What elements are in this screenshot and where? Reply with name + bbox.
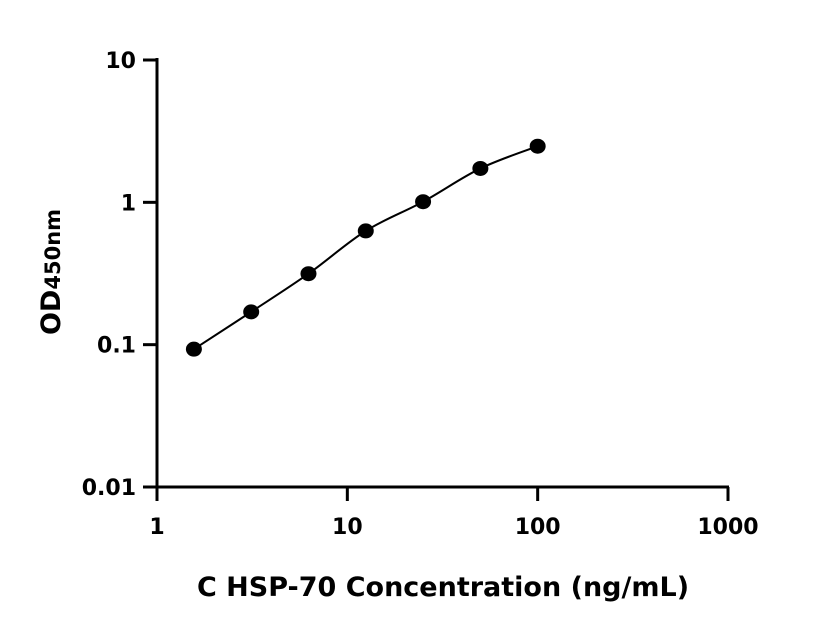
y-tick-label: 1	[121, 191, 136, 216]
data-point	[472, 160, 489, 176]
y-axis-label-main: OD	[36, 290, 67, 335]
data-point	[300, 266, 317, 282]
y-tick-label: 10	[105, 49, 136, 74]
x-tick-label: 10	[332, 515, 363, 540]
data-point	[415, 194, 432, 210]
y-axis-label-subscript: 450nm	[41, 209, 65, 290]
x-tick-label: 1000	[697, 515, 758, 540]
x-axis-label: C HSP-70 Concentration (ng/mL)	[197, 572, 689, 603]
data-point	[529, 138, 546, 154]
fit-curve	[193, 145, 539, 350]
y-tick-label: 0.1	[97, 334, 136, 359]
x-tick-label: 100	[515, 515, 561, 540]
y-axis-label: OD450nm	[36, 209, 67, 335]
data-point	[185, 341, 202, 357]
data-point	[243, 304, 260, 320]
x-tick-label: 1	[149, 515, 164, 540]
y-tick-label: 0.01	[82, 476, 136, 501]
data-point	[357, 223, 374, 239]
